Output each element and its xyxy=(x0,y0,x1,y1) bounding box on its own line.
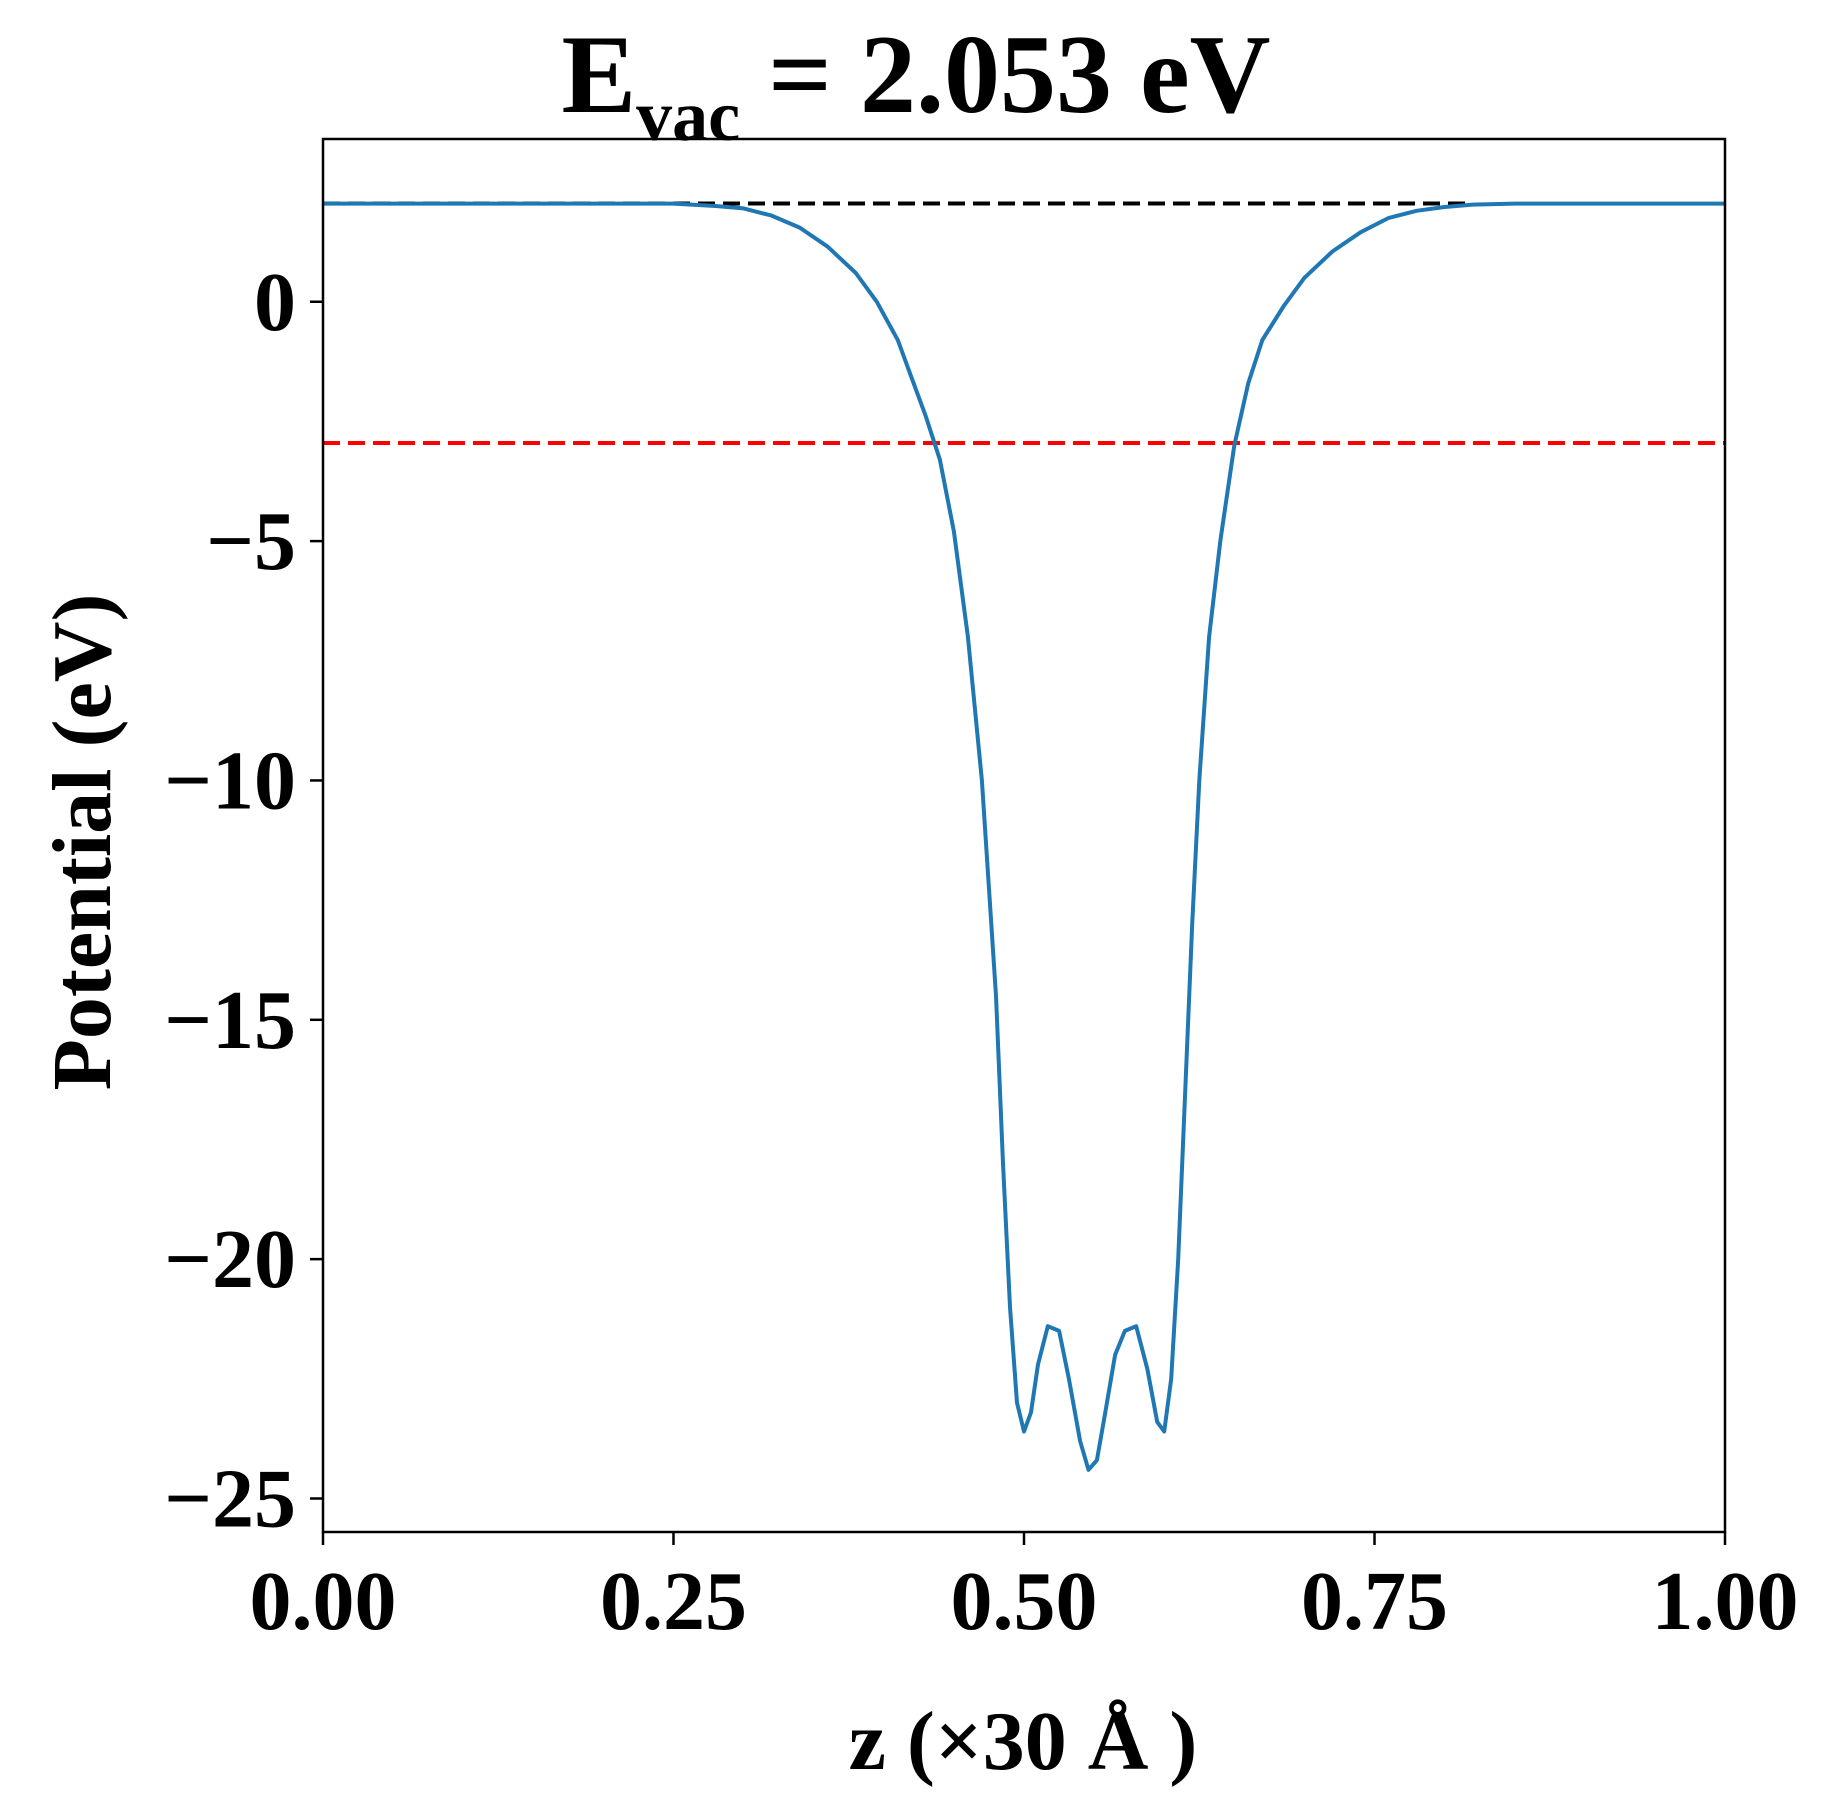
y-tick-label: 0 xyxy=(254,256,296,349)
x-tick-label: 0.50 xyxy=(951,1555,1098,1648)
y-tick-label: −5 xyxy=(206,495,296,588)
chart-title-subscript: vac xyxy=(636,76,740,156)
y-tick-label: −15 xyxy=(164,974,296,1067)
chart-title-rest: = 2.053 eV xyxy=(740,13,1270,137)
y-tick-label: −10 xyxy=(164,734,296,827)
x-tick-label: 0.00 xyxy=(250,1555,397,1648)
x-tick-label: 0.75 xyxy=(1301,1555,1448,1648)
chart-title-main: E xyxy=(561,13,636,137)
y-axis-label: Potential (eV) xyxy=(36,594,129,1091)
y-axis-ticks: 0 −5 −10 −15 −20 −25 xyxy=(164,256,323,1545)
y-tick-label: −25 xyxy=(164,1452,296,1545)
chart-title: Evac = 2.053 eV xyxy=(561,13,1270,156)
potential-series-line xyxy=(323,201,1725,1472)
x-axis-ticks: 0.00 0.25 0.50 0.75 1.00 xyxy=(250,1532,1799,1648)
plot-area xyxy=(321,137,1727,1534)
y-tick-label: −20 xyxy=(164,1213,296,1306)
x-tick-label: 1.00 xyxy=(1652,1555,1799,1648)
plot-frame xyxy=(321,137,1727,1534)
x-axis-label: z (×30 Å ) xyxy=(849,1695,1198,1788)
x-tick-label: 0.25 xyxy=(600,1555,747,1648)
